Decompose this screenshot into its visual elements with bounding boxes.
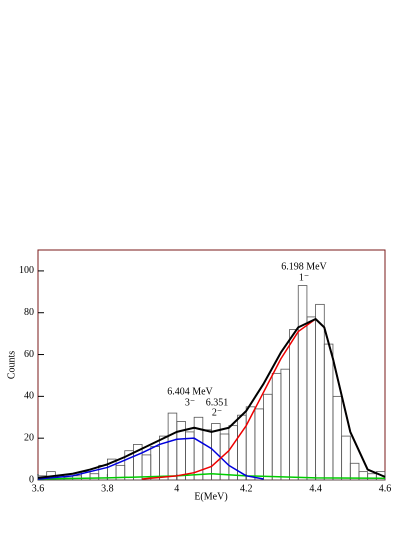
annotation: 3⁻ [185, 397, 195, 408]
x-tick-label: 4.4 [309, 483, 322, 494]
annotation: 6.404 MeV [167, 386, 213, 397]
y-tick-label: 100 [19, 265, 34, 276]
annotation: 6.198 MeV [281, 261, 327, 272]
histogram-bin [150, 446, 160, 481]
y-tick-label: 0 [29, 474, 34, 485]
histogram-bin [367, 473, 377, 481]
histogram-bin [289, 329, 299, 481]
histogram-bin [332, 395, 343, 481]
x-tick-label: 3.6 [32, 483, 45, 494]
histogram-bin [167, 412, 178, 481]
x-tick-label: 4 [174, 483, 179, 494]
y-tick-label: 20 [24, 432, 34, 443]
x-tick-label: 3.8 [101, 483, 114, 494]
histogram-bin [341, 435, 351, 481]
histogram-bin [202, 429, 212, 481]
histogram-bin [297, 285, 308, 481]
histogram-bin [89, 473, 100, 481]
histogram-bin [306, 316, 316, 481]
y-tick-label: 40 [24, 391, 34, 402]
annotation: 6.351 [206, 397, 229, 408]
histogram-bin [263, 393, 273, 481]
y-tick-label: 80 [24, 307, 34, 318]
annotation: 1⁻ [299, 272, 309, 283]
histogram-bin [323, 343, 334, 481]
x-axis-label: E(MeV) [194, 491, 227, 502]
histogram-bin [228, 425, 238, 481]
fit-curve [37, 472, 386, 480]
fit-curve [37, 437, 264, 480]
histogram-bin [237, 414, 247, 481]
y-axis-label: Counts [6, 351, 17, 379]
histogram-bin [315, 303, 325, 481]
histogram-bin [271, 372, 282, 481]
x-tick-label: 4.2 [240, 483, 253, 494]
annotation: 2⁻ [212, 407, 222, 418]
x-tick-label: 4.6 [379, 483, 392, 494]
y-tick-label: 60 [24, 349, 34, 360]
histogram-bin [254, 408, 264, 481]
histogram-bin [280, 368, 290, 481]
fit-curve [37, 318, 386, 479]
